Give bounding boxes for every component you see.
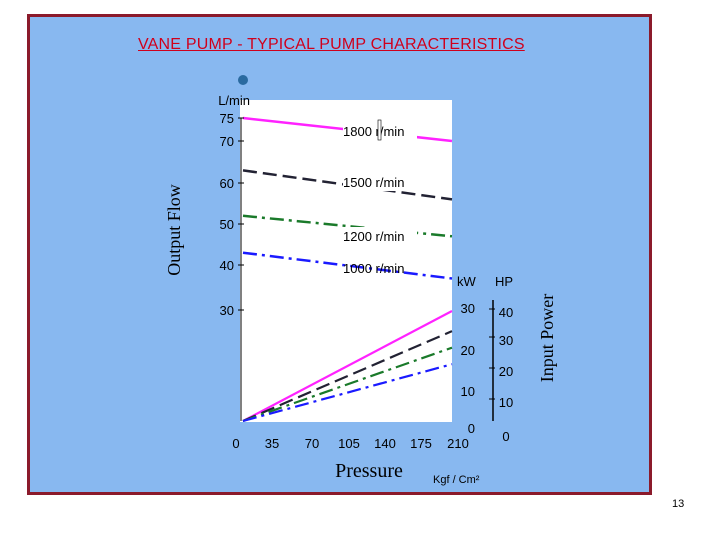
flow-tick-label: 30 <box>220 303 234 318</box>
page-title: VANE PUMP - TYPICAL PUMP CHARACTERISTICS <box>138 36 525 53</box>
rpm-label-1200-r-min: 1200 r/min <box>343 229 404 244</box>
hp-tick-label: 0 <box>502 429 509 444</box>
flow-unit-label: L/min <box>218 93 250 108</box>
kw-header: kW <box>457 274 477 289</box>
rpm-label-1500-r-min: 1500 r/min <box>343 175 404 190</box>
plot-area <box>238 75 452 422</box>
pressure-tick-label: 140 <box>374 436 396 451</box>
pressure-unit-label: Kgf / Cm² <box>433 474 480 486</box>
flow-tick-label: 40 <box>220 258 234 273</box>
kw-tick-label: 30 <box>461 301 475 316</box>
hp-tick-label: 30 <box>499 333 513 348</box>
pressure-tick-label: 35 <box>265 436 279 451</box>
hp-header: HP <box>495 274 513 289</box>
flow-line-1200-r-min <box>242 214 453 238</box>
pressure-tick-label: 70 <box>305 436 319 451</box>
page-number: 13 <box>672 498 685 510</box>
hp-tick-label: 40 <box>499 305 513 320</box>
power-line-1200-r-min <box>242 346 453 423</box>
pressure-tick-label: 0 <box>232 436 239 451</box>
rpm-label-box <box>343 227 417 245</box>
hp-tick-label: 20 <box>499 364 513 379</box>
pressure-axis-label: Pressure <box>335 460 403 482</box>
power-line-1500-r-min <box>242 330 453 423</box>
kw-tick-label: 20 <box>461 343 475 358</box>
pressure-tick-label: 105 <box>338 436 360 451</box>
rpm-label-box <box>343 173 417 191</box>
cursor-marker <box>377 119 382 141</box>
flow-line-1000-r-min <box>242 251 453 280</box>
rpm-label-1800-r-min: 1800 r/min <box>343 124 404 139</box>
pressure-tick-label: 210 <box>447 436 469 451</box>
rpm-label-1000-r-min: 1000 r/min <box>343 261 404 276</box>
power-line-1000-r-min <box>242 363 453 423</box>
power-line-1800-r-min <box>242 310 453 422</box>
flow-tick-label: 50 <box>220 217 234 232</box>
pressure-tick-label: 175 <box>410 436 432 451</box>
kw-tick-label: 10 <box>461 384 475 399</box>
kw-tick-label: 0 <box>468 421 475 436</box>
flow-tick-label: 75 <box>220 111 234 126</box>
marker-dot <box>238 75 248 85</box>
hp-tick-label: 10 <box>499 395 513 410</box>
plot-background <box>240 100 452 422</box>
output-flow-axis-label: Output Flow <box>164 184 184 276</box>
input-power-axis-label: Input Power <box>537 294 557 383</box>
flow-tick-label: 60 <box>220 176 234 191</box>
flow-tick-label: 70 <box>220 134 234 149</box>
